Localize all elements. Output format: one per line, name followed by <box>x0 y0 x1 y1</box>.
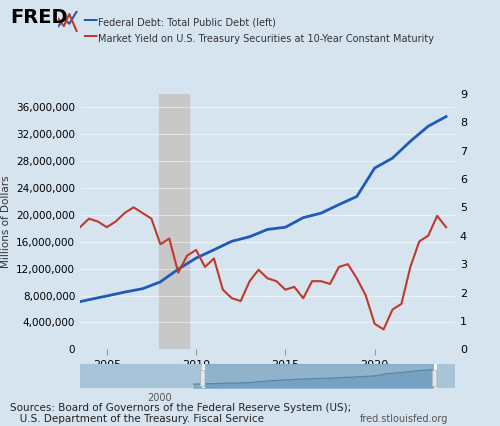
FancyBboxPatch shape <box>432 371 437 387</box>
Text: Federal Debt: Total Public Debt (left): Federal Debt: Total Public Debt (left) <box>98 17 276 28</box>
Text: fred.stlouisfed.org: fred.stlouisfed.org <box>360 414 448 424</box>
Text: Market Yield on U.S. Treasury Securities at 10-Year Constant Maturity: Market Yield on U.S. Treasury Securities… <box>98 34 433 44</box>
Bar <box>158 94 189 349</box>
Y-axis label: Millions of Dollars: Millions of Dollars <box>0 175 10 268</box>
Text: —: — <box>82 29 98 43</box>
FancyBboxPatch shape <box>200 371 205 387</box>
Bar <box>202 364 434 388</box>
Text: FRED: FRED <box>10 9 68 27</box>
Text: Sources: Board of Governors of the Federal Reserve System (US);
   U.S. Departme: Sources: Board of Governors of the Feder… <box>10 403 351 424</box>
Text: —: — <box>82 12 98 27</box>
